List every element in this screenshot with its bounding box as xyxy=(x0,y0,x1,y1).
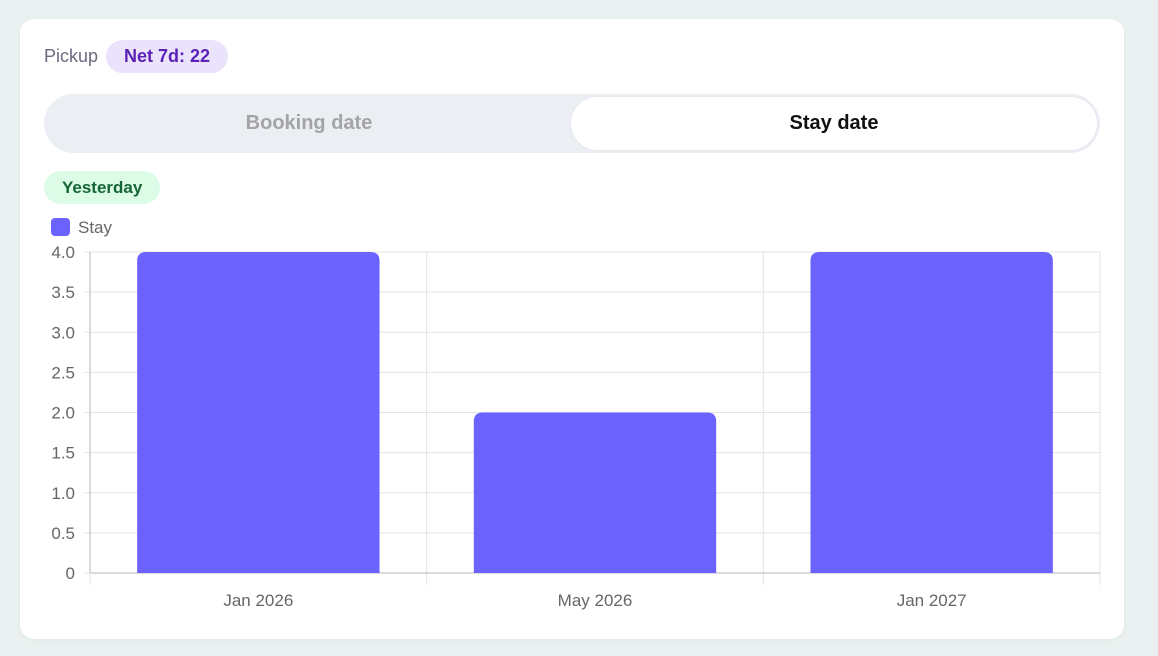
bar-jan-2027[interactable] xyxy=(810,252,1053,573)
card-header: Pickup Net 7d: 22 xyxy=(44,40,229,73)
y-tick-label: 2.5 xyxy=(51,363,75,382)
y-tick-label: 3.5 xyxy=(51,283,75,302)
date-mode-toggle: Booking date Stay date xyxy=(44,94,1100,153)
pickup-card: Pickup Net 7d: 22 Booking date Stay date… xyxy=(20,19,1124,639)
stay-date-toggle[interactable]: Stay date xyxy=(571,97,1097,150)
bar-jan-2026[interactable] xyxy=(137,252,380,573)
y-tick-label: 4.0 xyxy=(51,243,75,262)
legend-swatch-stay[interactable] xyxy=(51,218,70,236)
pickup-bar-chart: Stay 0 0.5 1.0 1.5 2.0 2.5 3.0 3.5 4.0 Jan 2026 May… xyxy=(51,218,1101,610)
x-tick-label: Jan 2026 xyxy=(223,591,293,610)
card-title: Pickup xyxy=(44,46,99,66)
y-tick-label: 0 xyxy=(66,564,75,583)
y-tick-label: 3.0 xyxy=(51,323,75,342)
y-tick-label: 0.5 xyxy=(51,524,75,543)
y-tick-label: 1.0 xyxy=(51,484,75,503)
bar-may-2026[interactable] xyxy=(473,412,717,574)
y-tick-label: 2.0 xyxy=(51,404,75,423)
booking-date-toggle[interactable]: Booking date xyxy=(245,112,373,134)
y-tick-label: 1.5 xyxy=(51,444,75,463)
net-7d-badge: Net 7d: 22 xyxy=(106,40,229,73)
x-tick-label: Jan 2027 xyxy=(897,591,967,610)
x-tick-label: May 2026 xyxy=(558,591,633,610)
legend-label-stay[interactable]: Stay xyxy=(78,218,113,237)
period-badge: Yesterday xyxy=(44,171,161,204)
